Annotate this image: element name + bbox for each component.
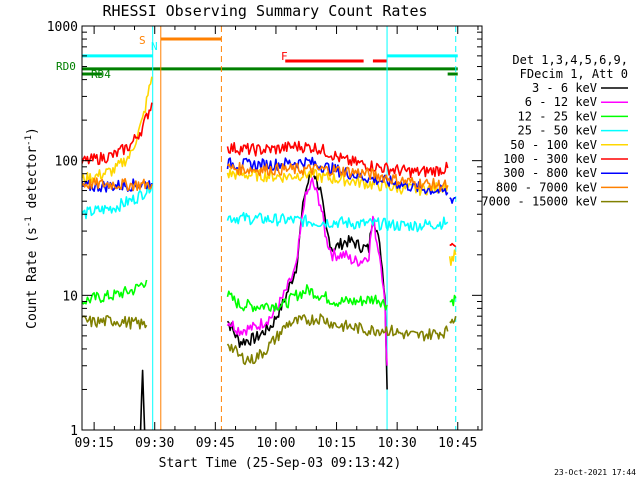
series-7000-15000-kev-segment-0: [82, 315, 148, 330]
x-tick-label-0: 09:15: [75, 436, 114, 451]
legend: Det 1,3,4,5,6,9, FDecim 1, Att 0 3 - 6 k…: [481, 53, 628, 209]
series-300-800-kev-segment-1: [226, 156, 449, 196]
series-6-12-kev-segment-0: [226, 177, 388, 366]
flag-label-rd4: RD4: [91, 68, 111, 81]
flag-label-night: N: [151, 40, 158, 53]
series-300-800-kev-segment-2: [449, 197, 456, 204]
y-tick-label-3: 1000: [47, 20, 78, 35]
series-3-6-kev-segment-0: [139, 369, 146, 430]
flag-label-rd0: RD0: [56, 60, 76, 73]
legend-header-line-1: Det 1,3,4,5,6,9,: [512, 53, 628, 67]
series-50-100-kev-segment-1: [226, 167, 449, 196]
legend-label-12-25-kev: 12 - 25 keV: [518, 109, 597, 123]
series-3-6-kev-segment-1: [226, 168, 388, 390]
series-25-50-kev-segment-0: [82, 181, 153, 220]
series-25-50-kev-segment-1: [226, 211, 449, 233]
x-tick-label-4: 10:15: [317, 436, 356, 451]
series-12-25-kev-segment-0: [82, 279, 148, 305]
series-100-300-kev-segment-2: [449, 242, 457, 248]
x-tick-label-1: 09:30: [135, 436, 174, 451]
legend-label-800-7000-kev: 800 - 7000 keV: [496, 180, 597, 194]
series-12-25-kev-segment-2: [449, 294, 457, 307]
plot-timestamp: 23-Oct-2021 17:44: [554, 468, 636, 477]
legend-label-3-6-kev: 3 - 6 keV: [532, 81, 597, 95]
plot-frame: [81, 25, 483, 431]
legend-label-100-300-kev: 100 - 300 keV: [503, 152, 597, 166]
x-axis: 09:15 09:30 09:45 10:00 10:15 10:30 10:45: [75, 26, 479, 451]
flag-bars: [82, 37, 458, 76]
series-100-300-kev-segment-0: [82, 102, 153, 166]
series-12-25-kev-segment-1: [226, 284, 388, 313]
series-7000-15000-kev-segment-1: [226, 313, 449, 366]
y-axis-label: Count Rate (s-1 detector-1): [24, 127, 40, 329]
x-tick-label-6: 10:45: [438, 436, 477, 451]
series-100-300-kev-segment-1: [226, 140, 449, 179]
series-50-100-kev-segment-2: [448, 249, 457, 266]
y-tick-label-0: 1: [70, 424, 78, 439]
chart-title: RHESSI Observing Summary Count Rates: [102, 2, 427, 20]
legend-label-7000-15000-kev: 7000 - 15000 keV: [481, 195, 597, 209]
y-tick-label-2: 100: [55, 155, 78, 170]
legend-label-25-50-kev: 25 - 50 keV: [518, 124, 597, 138]
series-800-7000-kev-segment-0: [82, 177, 153, 192]
x-tick-label-5: 10:30: [378, 436, 417, 451]
x-tick-label-2: 09:45: [196, 436, 235, 451]
legend-header-line-2: FDecim 1, Att 0: [520, 67, 628, 81]
series-7000-15000-kev-segment-2: [449, 316, 457, 324]
legend-label-50-100-kev: 50 - 100 keV: [510, 138, 597, 152]
y-axis: 1 10 100 1000: [47, 20, 482, 439]
series-lines: [82, 76, 457, 430]
series-800-7000-kev-segment-1: [226, 161, 449, 192]
x-tick-label-3: 10:00: [256, 436, 295, 451]
legend-label-6-12-kev: 6 - 12 keV: [525, 95, 597, 109]
flag-label-flare: F: [281, 50, 288, 63]
y-tick-label-1: 10: [62, 289, 78, 304]
flag-label-saa: S: [139, 34, 146, 47]
x-axis-label: Start Time (25-Sep-03 09:13:42): [159, 456, 402, 471]
legend-label-300-800-kev: 300 - 800 keV: [503, 166, 597, 180]
